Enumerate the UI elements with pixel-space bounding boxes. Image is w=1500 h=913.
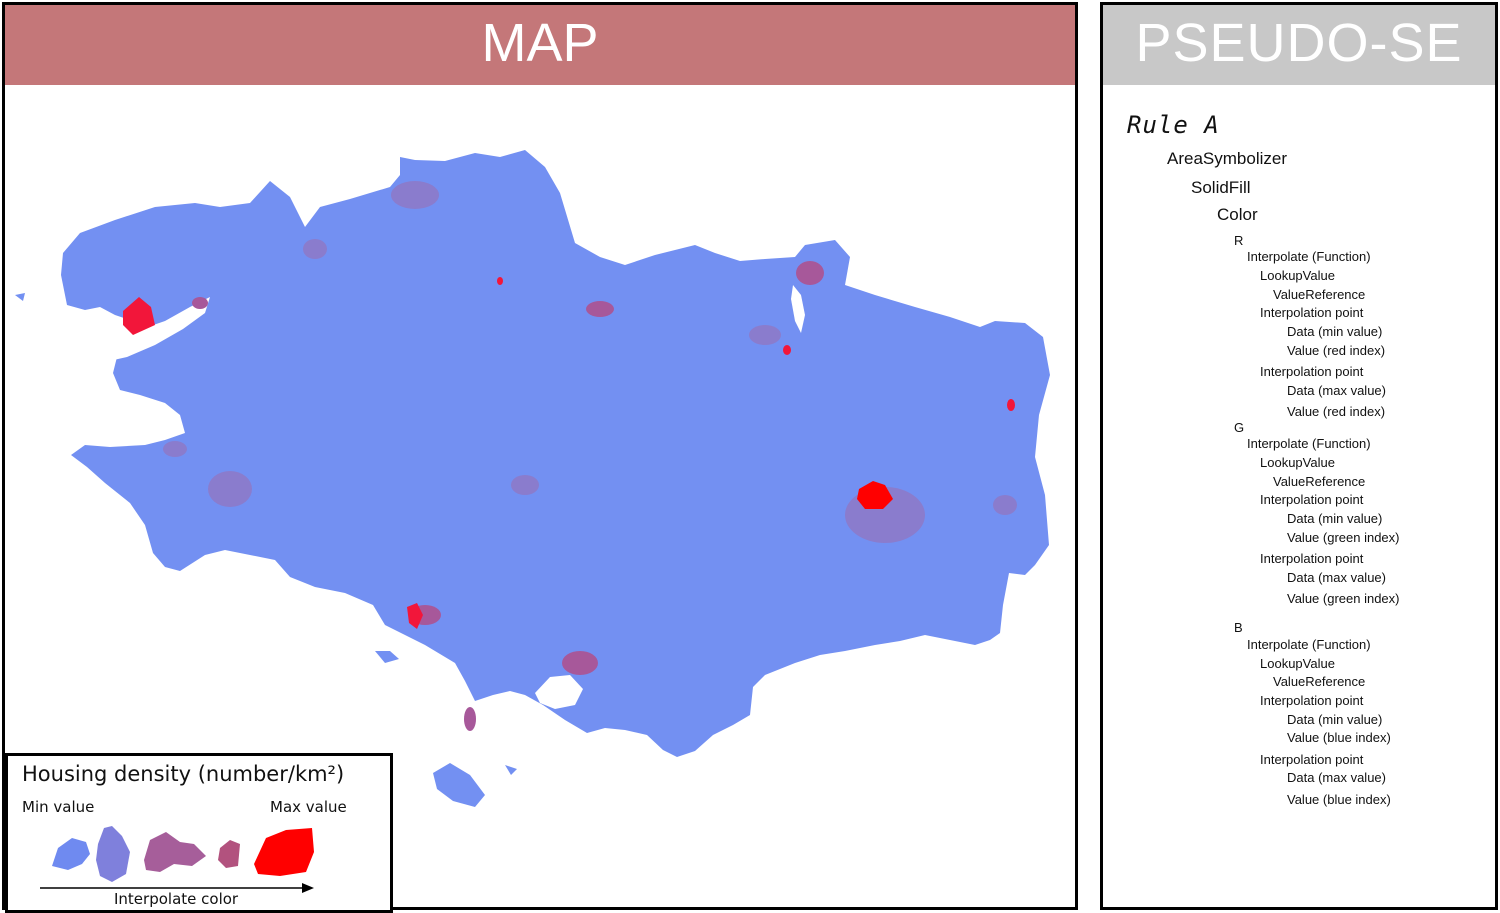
solid-fill-node: SolidFill [1191, 178, 1251, 197]
legend-arrow-caption: Interpolate color [114, 890, 239, 908]
channel-g-label: G [1234, 420, 1245, 435]
channel-b-data-max: Data (max value) [1287, 770, 1386, 785]
channel-b-label: B [1234, 620, 1243, 635]
zone-medium [303, 239, 327, 259]
channel-g-lookup: LookupValue [1260, 455, 1335, 470]
channel-g-data-min: Data (min value) [1287, 511, 1383, 526]
legend-max-label: Max value [270, 798, 347, 816]
zone-high [796, 261, 824, 285]
legend-title: Housing density (number/km²) [22, 762, 345, 786]
channel-b-value-1: Value (blue index) [1287, 730, 1391, 745]
channel-b-lookup: LookupValue [1260, 656, 1335, 671]
channel-g-function: Interpolate (Function) [1247, 436, 1371, 451]
channel-b-value-2: Value (blue index) [1287, 792, 1391, 807]
legend-min-label: Min value [22, 798, 95, 816]
legend-graphic [40, 826, 314, 893]
zone-medium [749, 325, 781, 345]
water-gulf [535, 675, 583, 709]
channel-g-point-2: Interpolation point [1260, 551, 1364, 566]
legend-swatch-highest [218, 840, 240, 868]
channel-r-value-1: Value (red index) [1287, 343, 1386, 358]
zone-medium [208, 471, 252, 507]
zone-high [562, 651, 598, 675]
channel-r-function: Interpolate (Function) [1247, 249, 1371, 264]
legend-box: Housing density (number/km²) Min value M… [5, 753, 393, 913]
water-rade [103, 297, 210, 361]
zone-max [783, 345, 791, 355]
legend-swatch-min [52, 838, 90, 870]
rule-title: Rule A [1127, 111, 1220, 139]
region-mainland [61, 150, 1050, 757]
channel-g-reference: ValueReference [1273, 474, 1366, 489]
zone-high [586, 301, 614, 317]
channel-r-point-2: Interpolation point [1260, 364, 1364, 379]
channel-r-value-2: Value (red index) [1287, 404, 1386, 419]
channel-b-function: Interpolate (Function) [1247, 637, 1371, 652]
island-groix [375, 651, 399, 663]
channel-r-point-1: Interpolation point [1260, 305, 1364, 320]
zone-max [1007, 399, 1015, 411]
zone-max-lorient [407, 603, 423, 629]
legend-swatch-medium [96, 826, 130, 882]
se-header: PSEUDO-SE [1103, 5, 1495, 85]
channel-b-point-1: Interpolation point [1260, 693, 1364, 708]
zone-high [464, 707, 476, 731]
channel-g-data-max: Data (max value) [1287, 570, 1386, 585]
channel-r-label: R [1234, 233, 1244, 248]
channel-b-data-min: Data (min value) [1287, 712, 1383, 727]
map-canvas [15, 150, 1050, 807]
zone-max-brest [123, 297, 155, 335]
area-symbolizer-node: AreaSymbolizer [1167, 149, 1287, 168]
island-belle-ile [433, 763, 485, 807]
channel-r-lookup: LookupValue [1260, 268, 1335, 283]
island-houat [505, 765, 517, 775]
channel-g-value-1: Value (green index) [1287, 530, 1400, 545]
island-ouessant [15, 293, 25, 301]
map-panel: MAP [2, 2, 1078, 913]
legend-swatch-high [144, 832, 206, 872]
map-header: MAP [5, 5, 1075, 85]
channel-g-point-1: Interpolation point [1260, 492, 1364, 507]
channel-r-reference: ValueReference [1273, 287, 1366, 302]
zone-max-rennes [857, 481, 893, 509]
channel-g-value-2: Value (green index) [1287, 591, 1400, 606]
channel-r-data-max: Data (max value) [1287, 383, 1386, 398]
channel-b-point-2: Interpolation point [1260, 752, 1364, 767]
density-max-zones [123, 277, 1015, 629]
legend-swatch-max [254, 828, 314, 876]
channel-r-data-min: Data (min value) [1287, 324, 1383, 339]
water-estuary [791, 285, 805, 333]
zone-medium [163, 441, 187, 457]
zone-medium [511, 475, 539, 495]
zone-medium [391, 181, 439, 209]
zone-high [192, 297, 208, 309]
color-node: Color [1217, 205, 1258, 224]
interpolate-arrow-head [302, 883, 314, 893]
se-panel: PSEUDO-SE Rule A AreaSymbolizer SolidFil… [1100, 2, 1498, 910]
zone-medium [993, 495, 1017, 515]
channel-b-reference: ValueReference [1273, 674, 1366, 689]
zone-max [497, 277, 503, 285]
